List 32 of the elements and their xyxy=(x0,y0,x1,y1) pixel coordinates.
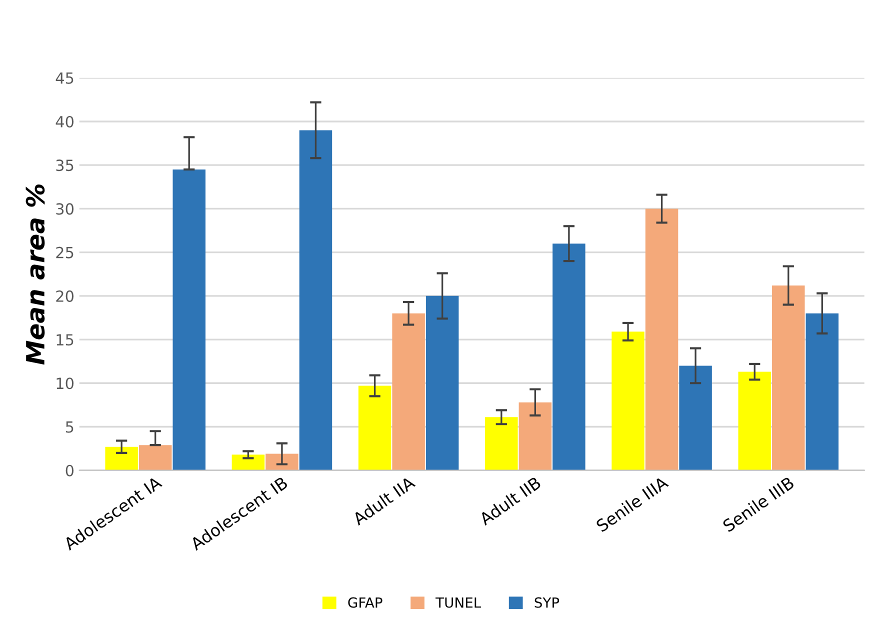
bar xyxy=(645,208,678,470)
bar xyxy=(138,445,172,470)
bar xyxy=(772,285,805,470)
y-axis-title: Mean area % xyxy=(26,184,45,365)
bar xyxy=(105,446,138,470)
y-tick-label: 15 xyxy=(56,334,74,346)
y-tick-label: 5 xyxy=(66,421,74,433)
bar xyxy=(485,417,518,470)
bar xyxy=(806,313,839,470)
y-tick-label: 20 xyxy=(56,290,74,302)
legend-label: SYP xyxy=(534,597,560,608)
bar xyxy=(232,454,265,470)
bar xyxy=(358,386,392,470)
y-tick-label: 30 xyxy=(56,203,74,215)
bar xyxy=(738,372,772,470)
bar xyxy=(679,366,712,470)
y-tick-label: 10 xyxy=(56,378,74,390)
y-tick-label: 45 xyxy=(56,72,74,84)
bar xyxy=(266,454,298,470)
y-tick-label: 25 xyxy=(56,246,74,258)
y-tick-label: 40 xyxy=(56,116,74,128)
bar xyxy=(172,169,206,470)
bar xyxy=(612,332,644,470)
legend-label: GFAP xyxy=(348,597,382,608)
bar xyxy=(518,402,552,470)
y-tick-label: 0 xyxy=(66,464,74,476)
y-tick-label: 35 xyxy=(56,160,74,172)
bar xyxy=(299,130,332,470)
bar xyxy=(426,296,459,470)
bar xyxy=(552,244,586,470)
bar xyxy=(392,313,425,470)
legend-label: TUNEL xyxy=(436,597,482,608)
